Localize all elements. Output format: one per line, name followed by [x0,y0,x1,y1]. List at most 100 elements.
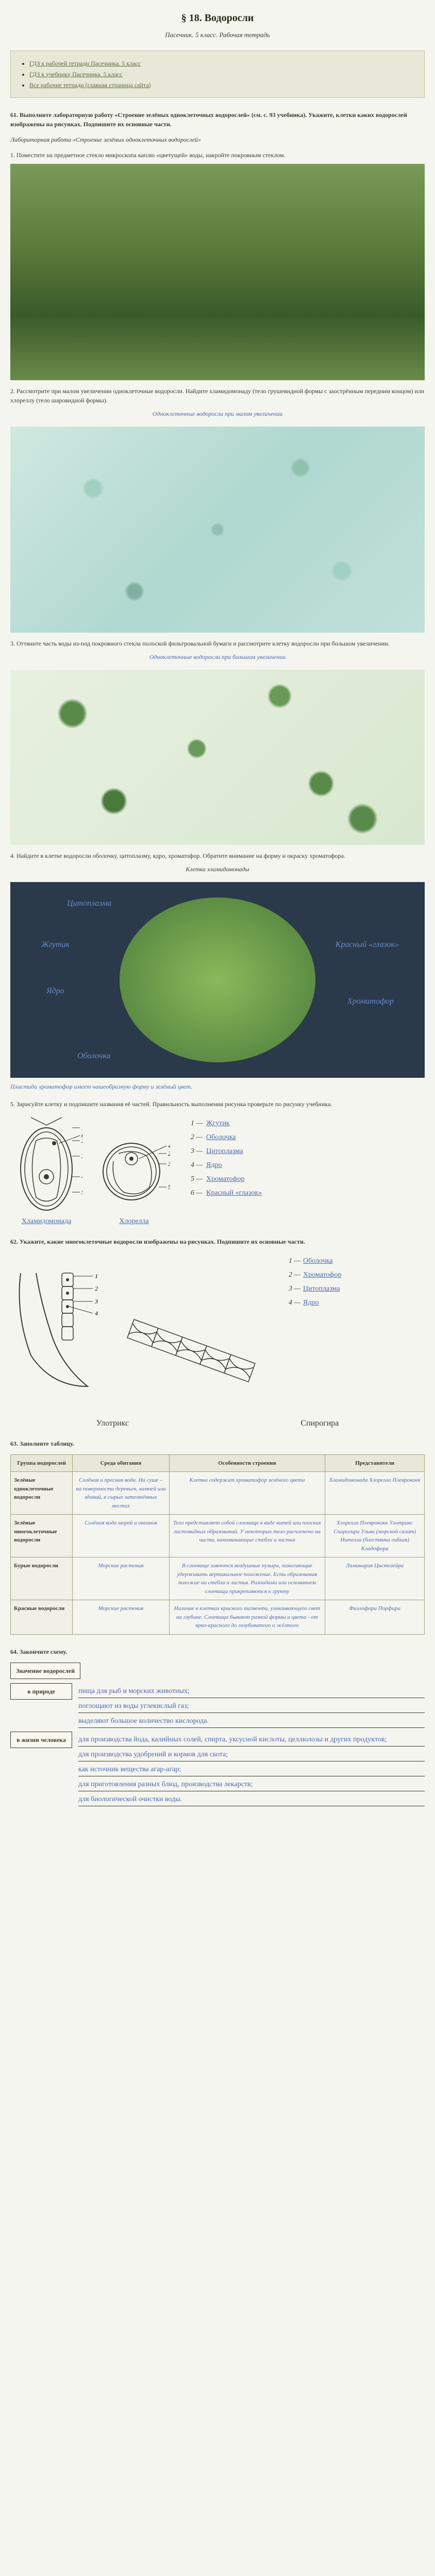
label-text: Цитоплазма [206,1147,243,1155]
label-num: 4 — [191,1160,206,1171]
label-text: Красный «глазок» [206,1189,262,1197]
scheme-title-box: Значение водорослей [10,1663,80,1679]
page-title: § 18. Водоросли [10,10,425,26]
multicell-labels: 1 —Оболочка 2 —Хроматофор 3 —Цитоплазма … [289,1252,341,1311]
label-text: Хроматофор [206,1175,244,1183]
cell-reps: Ламинария Цистозейра [325,1557,425,1600]
scheme-line: как источник вещества агар-агар; [78,1763,425,1776]
page-subtitle: Пасечник. 5 класс. Рабочая тетрадь [10,30,425,40]
label-cytoplasm: Цитоплазма [67,897,111,910]
label-num: 3 — [289,1283,303,1294]
table-row: Зелёные многоклеточные водоросли Солёная… [11,1515,425,1557]
scheme-human-box: в жизни человека [10,1732,72,1748]
scheme-human-lines: для производства йода, калийных солей, с… [78,1732,425,1808]
svg-text:3: 3 [94,1298,98,1305]
caption-high-mag: Одноклеточные водоросли при большом увел… [10,652,425,662]
step-3: 3. Оттяните часть воды из-под покровного… [10,639,425,648]
label-num: 5 — [191,1174,206,1184]
table-row: Красные водоросли Морские растения Налич… [11,1600,425,1635]
caption-low-mag: Одноклеточные водоросли при малом увелич… [10,409,425,418]
answer-4: Пластида хроматофор имеет чашеобразную ф… [10,1082,425,1091]
svg-text:4: 4 [81,1173,82,1180]
caption-cell: Клетка хламидомонады [10,865,425,874]
th-habitat: Среда обитания [73,1454,169,1472]
nav-link-workbook[interactable]: ГДЗ к рабочей тетради Пасечника. 5 класс [29,60,141,67]
step-4: 4. Найдите в клетке водоросли оболочку, … [10,851,425,860]
label-num: 1 — [191,1118,206,1129]
task-64: 64. Закончите схему. [10,1647,425,1656]
cell-group: Красные водоросли [11,1600,73,1635]
label-num: 2 — [289,1269,303,1280]
task-63: 63. Заполните таблицу. [10,1439,425,1448]
label-text: Оболочка [206,1133,236,1141]
image-algae-macro [10,164,425,380]
nav-link-textbook[interactable]: ГДЗ к учебнику Пасечника. 5 класс [29,71,122,78]
cell-diagram: Цитоплазма Жгутик Ядро Оболочка Красный … [10,882,425,1078]
algae-table: Группа водорослей Среда обитания Особенн… [10,1454,425,1635]
svg-text:4: 4 [95,1310,98,1317]
lab-title: Лабораторная работа «Строение зелёных од… [10,135,425,144]
svg-text:6: 6 [81,1132,82,1139]
sketch-container: 1 2 3 4 5 6 Хламидомонада 2 3 4 5 Хлорел [10,1115,425,1227]
scheme-line: для производства удобрений и кормов для … [78,1748,425,1761]
th-reps: Представители [325,1454,425,1472]
name-ulothrix: Улотрикс [96,1417,129,1430]
sketch-labels: 1 —Жгутик 2 —Оболочка 3 —Цитоплазма 4 —Я… [191,1115,262,1201]
scheme-line: поглощают из воды углекислый газ; [78,1700,425,1713]
nav-box: ГДЗ к рабочей тетради Пасечника. 5 класс… [10,50,425,98]
image-high-magnification [10,670,425,845]
cell-reps: Хлорелла Плеврококк Улотрикс Спирогира У… [325,1515,425,1557]
svg-text:1: 1 [95,1273,98,1280]
svg-text:2: 2 [168,1150,170,1157]
cell-habitat: Морские растения [73,1600,169,1635]
label-text: Оболочка [303,1257,333,1265]
cell-habitat: Морские растения [73,1557,169,1600]
multicell-container: 1 2 3 4 1 —Оболочка 2 —Хроматофор 3 —Цит… [10,1252,425,1407]
cell-group: Бурые водоросли [11,1557,73,1600]
cell-reps: Хламидомонада Хлорелла Плеврококк [325,1472,425,1515]
cell-habitat: Солёная и пресная вода. На суше – на пов… [73,1472,169,1515]
cell-structure: Тело представляет собой слоевище в виде … [169,1515,325,1557]
label-eyespot: Красный «глазок» [336,939,399,951]
cell-structure: В слоевище имеются воздушные пузыри, пом… [169,1557,325,1600]
label-text: Цитоплазма [303,1285,340,1293]
label-num: 4 — [289,1297,303,1308]
algae-names: Улотрикс Спирогира [10,1417,425,1430]
svg-text:5: 5 [81,1189,82,1196]
label-num: 2 — [191,1132,206,1143]
sketch-name-chlamydomonas: Хламидомонада [10,1216,82,1227]
label-nucleus: Ядро [46,985,64,997]
svg-text:4: 4 [168,1142,170,1149]
step-2: 2. Рассмотрите при малом увеличении одно… [10,386,425,405]
step-5: 5. Зарисуйте клетку и подпишите названия… [10,1099,425,1109]
cell-body [120,897,315,1062]
label-flagellum: Жгутик [41,939,70,951]
label-num: 6 — [191,1188,206,1198]
nav-link-all[interactable]: Все рабочие тетради (главная страница са… [29,81,151,89]
scheme: Значение водорослей в природе пища для р… [10,1663,425,1808]
table-row: Бурые водоросли Морские растения В слоев… [11,1557,425,1600]
scheme-nature-box: в природе [10,1683,72,1700]
name-spirogyra: Спирогира [300,1417,339,1430]
scheme-line: для приготовления разных блюд, производс… [78,1778,425,1791]
svg-text:3: 3 [168,1160,170,1167]
svg-text:3: 3 [81,1153,82,1160]
task-61: 61. Выполните лабораторную работу «Строе… [10,110,425,129]
step-1: 1. Поместите на предметное стекло микрос… [10,150,425,160]
cell-group: Зелёные многоклеточные водоросли [11,1515,73,1557]
label-text: Ядро [206,1161,222,1169]
sketch-name-chlorella: Хлорелла [98,1216,170,1227]
cell-structure: Клетка содержит хроматофор зелёного цвет… [169,1472,325,1515]
cell-reps: Филлофора Порфира [325,1600,425,1635]
th-group: Группа водорослей [11,1454,73,1472]
scheme-nature-lines: пища для рыб и морских животных; поглоща… [78,1683,425,1730]
scheme-line: для производства йода, калийных солей, с… [78,1733,425,1747]
label-num: 1 — [289,1256,303,1266]
sketch-chlamydomonas: 1 2 3 4 5 6 Хламидомонада [10,1115,82,1227]
svg-text:2: 2 [95,1285,98,1292]
scheme-line: пища для рыб и морских животных; [78,1685,425,1698]
cell-group: Зелёные одноклеточные водоросли [11,1472,73,1515]
label-text: Жгутик [206,1120,230,1127]
cell-structure: Наличие в клетках красного пигмента, ула… [169,1600,325,1635]
svg-text:1: 1 [81,1124,82,1131]
